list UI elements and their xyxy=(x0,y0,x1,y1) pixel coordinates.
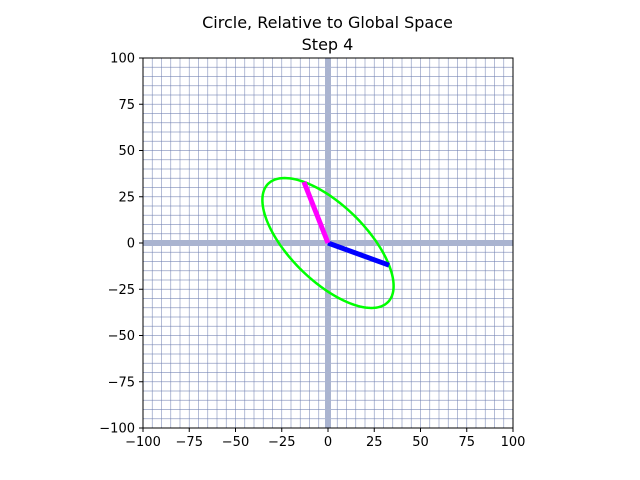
y-axis-ticks: −100 −75 −50 −25 0 25 50 75 100 xyxy=(99,52,143,437)
y-tick-label: −100 xyxy=(99,422,135,437)
x-axis-ticks: −100 −75 −50 −25 0 25 50 75 100 xyxy=(125,428,525,450)
y-tick-label: 50 xyxy=(118,144,135,159)
y-tick-label: 75 xyxy=(118,98,135,113)
x-tick-label: −50 xyxy=(222,435,249,450)
x-tick-label: −100 xyxy=(125,435,161,450)
y-tick-label: 25 xyxy=(118,190,135,205)
x-tick-label: 75 xyxy=(458,435,475,450)
y-tick-label: −25 xyxy=(108,283,135,298)
chart-title: Circle, Relative to Global Space xyxy=(202,13,453,32)
x-tick-label: 0 xyxy=(324,435,332,450)
chart-subtitle: Step 4 xyxy=(302,35,354,54)
x-tick-label: 100 xyxy=(501,435,526,450)
x-tick-label: −25 xyxy=(268,435,295,450)
y-tick-label: −75 xyxy=(108,375,135,390)
series-layer xyxy=(261,176,395,310)
series-ellipse xyxy=(261,176,395,310)
x-tick-label: 50 xyxy=(412,435,429,450)
x-tick-label: −75 xyxy=(176,435,203,450)
y-tick-label: −50 xyxy=(108,329,135,344)
series-vector-magenta xyxy=(301,181,331,244)
y-tick-label: 0 xyxy=(127,237,135,252)
x-tick-label: 25 xyxy=(366,435,383,450)
y-tick-label: 100 xyxy=(110,52,135,67)
series-vector-blue xyxy=(327,240,390,268)
